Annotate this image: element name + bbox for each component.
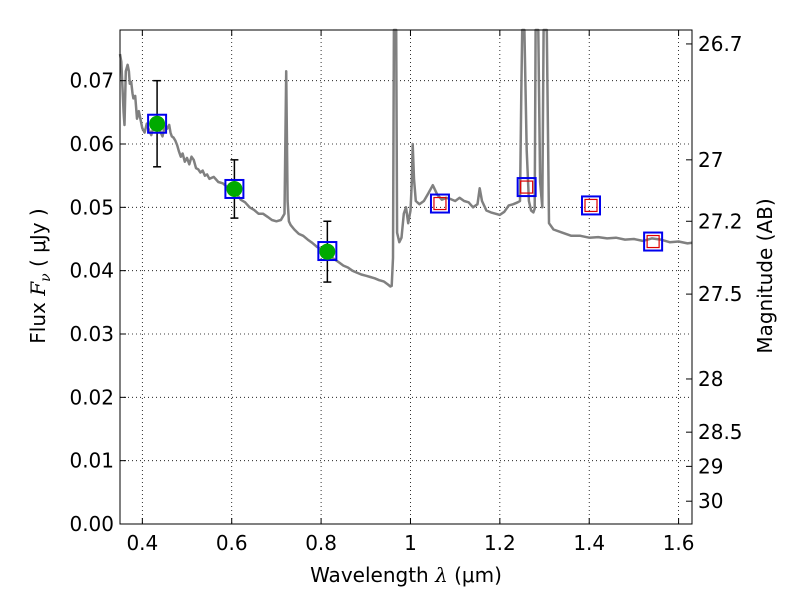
- y-tick-label: 0.05: [69, 195, 114, 219]
- upper-square: [433, 196, 447, 211]
- y-tick-label: 0.06: [69, 132, 114, 156]
- upper-points: [433, 180, 660, 249]
- model-square: [643, 231, 664, 252]
- upper-square: [584, 198, 598, 213]
- y2-tick-label: 27.5: [698, 282, 743, 306]
- model-square: [581, 195, 602, 216]
- sed-line: [118, 28, 693, 288]
- grid: [120, 30, 692, 524]
- ticks: 0.4 0.6 0.8 1 1.2 1.4 1.6 0.00 0.01 0.02 0.03 0.04 0…: [69, 30, 743, 555]
- model-square: [516, 177, 537, 198]
- y2-tick-label: 29: [698, 454, 723, 478]
- x-axis-label: Wavelength λ (μm): [310, 563, 502, 587]
- upper-square: [520, 180, 534, 194]
- y-tick-label: 0.07: [69, 69, 114, 93]
- model-square: [147, 113, 168, 134]
- y2-tick-label: 28.5: [698, 420, 743, 444]
- y2-tick-label: 27: [698, 148, 723, 172]
- y-tick-label: 0.01: [69, 449, 114, 473]
- y2-axis-label: Magnitude (AB): [753, 198, 777, 353]
- y-tick-label: 0.02: [69, 385, 114, 409]
- y-tick-label: 0.03: [69, 322, 114, 346]
- y2-tick-label: 27.2: [698, 209, 743, 233]
- x-tick-label: 1: [404, 531, 417, 555]
- y2-tick-label: 30: [698, 489, 723, 513]
- upper-square: [646, 234, 660, 249]
- x-tick-label: 0.4: [126, 531, 158, 555]
- model-square: [224, 178, 245, 199]
- y-tick-label: 0.00: [69, 512, 114, 536]
- observed-point: [226, 180, 243, 197]
- x-tick-label: 0.8: [305, 531, 337, 555]
- model-square: [429, 193, 450, 214]
- y-axis-label: Flux Fν ( μJy ): [26, 208, 54, 343]
- plot-frame: [119, 29, 693, 525]
- y-tick-label: 0.04: [69, 259, 114, 283]
- y2-tick-label: 28: [698, 367, 723, 391]
- model-points: [147, 113, 664, 262]
- model-square: [317, 241, 338, 262]
- x-tick-label: 0.6: [216, 531, 248, 555]
- y2-tick-label: 26.7: [698, 32, 743, 56]
- observed-point: [319, 243, 336, 260]
- x-tick-label: 1.6: [663, 531, 695, 555]
- x-tick-label: 1.2: [484, 531, 516, 555]
- error-bars: [153, 79, 332, 283]
- observed-point: [149, 115, 166, 132]
- sed-series: [118, 28, 693, 288]
- observed-points: [149, 115, 336, 260]
- x-tick-label: 1.4: [573, 531, 605, 555]
